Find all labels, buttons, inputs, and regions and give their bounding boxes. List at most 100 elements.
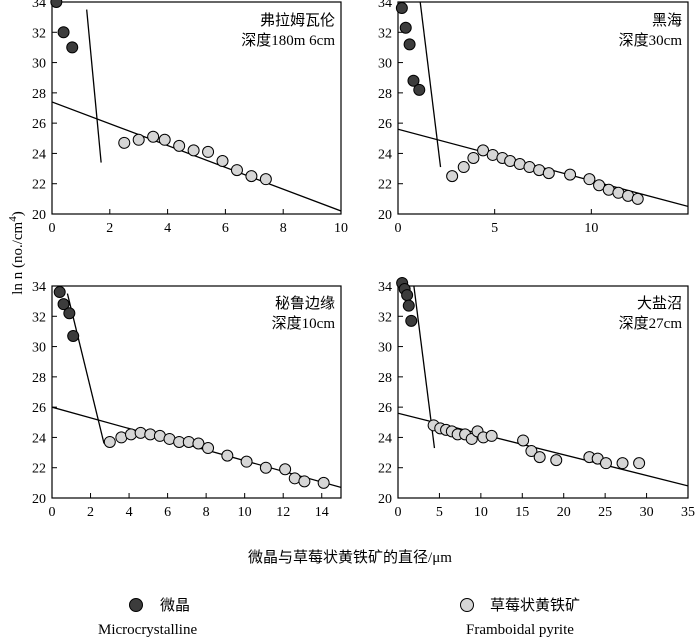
regression-line — [419, 2, 442, 168]
legend-framboidal-marker — [460, 598, 474, 612]
framboidal-point — [517, 434, 530, 447]
y-tick-label: 28 — [378, 87, 392, 102]
x-tick-label: 35 — [681, 505, 695, 520]
y-tick-label: 24 — [378, 147, 392, 162]
framboidal-point — [298, 475, 311, 488]
y-tick-label: 34 — [32, 0, 46, 11]
microcrystalline-point — [401, 289, 414, 302]
microcrystalline-point — [399, 21, 412, 34]
x-tick-label: 6 — [164, 505, 171, 520]
plot-frame — [397, 285, 689, 499]
framboidal-point — [457, 161, 470, 174]
y-tick-label: 26 — [32, 401, 46, 416]
framboidal-point — [599, 457, 612, 470]
regression-line — [52, 101, 341, 212]
framboidal-point — [103, 435, 116, 448]
plot-frame — [51, 285, 342, 499]
x-tick-label: 4 — [164, 221, 171, 236]
framboidal-point — [633, 457, 646, 470]
panel-label-line: 黑海 — [652, 12, 682, 29]
legend: 微晶 Microcrystalline 草莓状黄铁矿 Framboidal py… — [98, 597, 580, 638]
microcrystalline-point — [66, 41, 79, 54]
y-tick-label: 32 — [378, 310, 392, 325]
framboidal-point — [467, 151, 480, 164]
microcrystalline-point — [413, 83, 426, 96]
y-tick-label: 26 — [32, 117, 46, 132]
microcrystalline-point — [50, 0, 63, 8]
x-tick-label: 5 — [436, 505, 443, 520]
x-tick-label: 0 — [395, 221, 402, 236]
y-tick-label: 32 — [32, 26, 46, 41]
x-tick-label: 5 — [491, 221, 498, 236]
legend-microcrystalline-cn: 微晶 — [160, 597, 190, 614]
y-tick-label: 20 — [378, 208, 392, 223]
framboidal-point — [564, 168, 577, 181]
legend-microcrystalline-marker — [129, 598, 143, 612]
x-tick-label: 2 — [87, 505, 94, 520]
y-tick-label: 26 — [378, 401, 392, 416]
x-tick-label: 0 — [49, 221, 56, 236]
panel-label: 弗拉姆瓦伦深度180m 6cm — [241, 12, 335, 49]
microcrystalline-point — [53, 286, 66, 299]
y-tick-label: 30 — [378, 57, 392, 72]
framboidal-point — [202, 442, 215, 455]
y-tick-label: 22 — [32, 462, 46, 477]
panel-label-line: 大盐沼 — [637, 295, 682, 312]
plot-frame — [397, 1, 689, 215]
panel-4: 0 5 10 15 20 25 30 35 20 22 24 26 28 30 32 34 大盐沼深度27cm — [378, 276, 695, 520]
y-tick-label: 20 — [378, 492, 392, 507]
microcrystalline-point — [395, 2, 408, 15]
x-tick-label: 0 — [49, 505, 56, 520]
y-tick-label: 28 — [32, 87, 46, 102]
y-tick-label: 30 — [32, 341, 46, 356]
microcrystalline-point — [67, 329, 80, 342]
panel-label: 黑海深度30cm — [619, 12, 683, 49]
framboidal-point — [550, 454, 563, 467]
x-axis-title: 微晶与草莓状黄铁矿的直径/μm — [248, 549, 452, 566]
y-tick-label: 24 — [378, 431, 392, 446]
x-tick-label: 6 — [222, 221, 229, 236]
y-axis-title-close: ) — [10, 211, 26, 216]
y-tick-label: 30 — [32, 57, 46, 72]
y-tick-label: 20 — [32, 208, 46, 223]
y-tick-label: 24 — [32, 431, 46, 446]
legend-framboidal-cn: 草莓状黄铁矿 — [490, 597, 580, 614]
panel-2: 0 5 10 20 22 24 26 28 30 32 34 黑海深度30cm — [378, 0, 689, 236]
regression-line — [413, 286, 436, 449]
framboidal-point — [631, 192, 644, 205]
framboidal-point — [216, 155, 229, 167]
framboidal-point — [583, 173, 596, 186]
y-axis-title: ln n (no./cm4) — [7, 211, 26, 294]
microcrystalline-point — [57, 26, 70, 39]
y-tick-label: 22 — [378, 178, 392, 193]
microcrystalline-point — [407, 74, 420, 87]
framboidal-point — [240, 455, 253, 468]
y-tick-label: 30 — [378, 341, 392, 356]
microcrystalline-point — [403, 38, 416, 51]
framboidal-point — [317, 476, 330, 489]
y-tick-label: 28 — [378, 371, 392, 386]
framboidal-point — [230, 164, 243, 177]
panel-label-line: 深度180m 6cm — [241, 32, 335, 49]
framboidal-point — [616, 457, 629, 470]
y-tick-label: 34 — [378, 0, 392, 11]
panel-label-line: 深度10cm — [272, 315, 336, 332]
framboidal-point — [485, 429, 498, 442]
x-tick-label: 4 — [126, 505, 133, 520]
y-tick-label: 32 — [32, 310, 46, 325]
y-tick-label: 22 — [378, 462, 392, 477]
framboidal-point — [259, 461, 272, 474]
x-tick-label: 25 — [598, 505, 612, 520]
framboidal-point — [221, 449, 234, 462]
framboidal-point — [477, 144, 490, 157]
y-tick-label: 22 — [32, 178, 46, 193]
regression-line — [66, 293, 105, 444]
x-tick-label: 10 — [334, 221, 348, 236]
panel-label-line: 弗拉姆瓦伦 — [260, 12, 335, 29]
framboidal-point — [192, 437, 205, 450]
legend-microcrystalline-en: Microcrystalline — [98, 622, 197, 638]
